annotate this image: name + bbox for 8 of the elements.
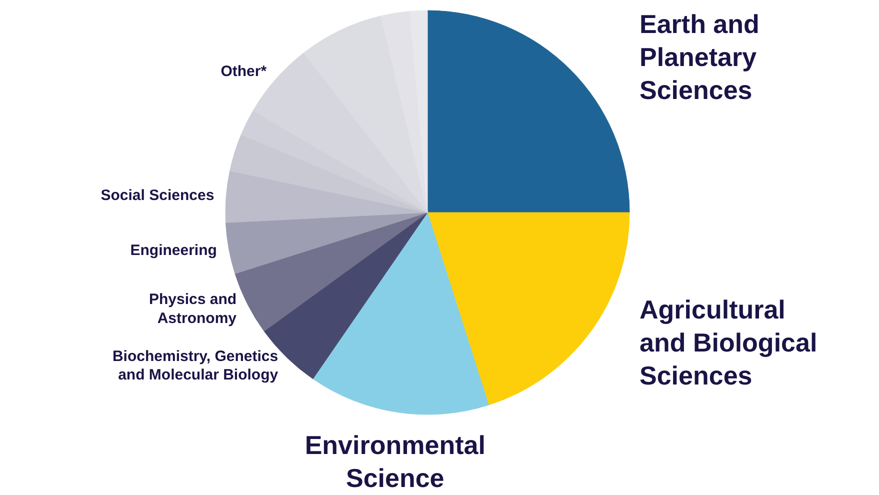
- slice-label: Other*: [220, 62, 267, 80]
- slice-label: Physics and Astronomy: [148, 291, 238, 327]
- slice-label: Earth and Planetary Sciences: [640, 8, 760, 105]
- slice-label: Environmental Science: [304, 430, 486, 494]
- slice-label: Engineering: [130, 242, 217, 260]
- slice-label: Agricultural and Biological Sciences: [640, 294, 818, 390]
- slice-label: Social Sciences: [100, 187, 214, 204]
- slice-label: Biochemistry, Genetics and Molecular Biology: [112, 348, 279, 384]
